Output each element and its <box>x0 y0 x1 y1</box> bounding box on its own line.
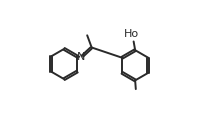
Text: Ho: Ho <box>124 29 139 39</box>
Text: N: N <box>77 52 85 62</box>
